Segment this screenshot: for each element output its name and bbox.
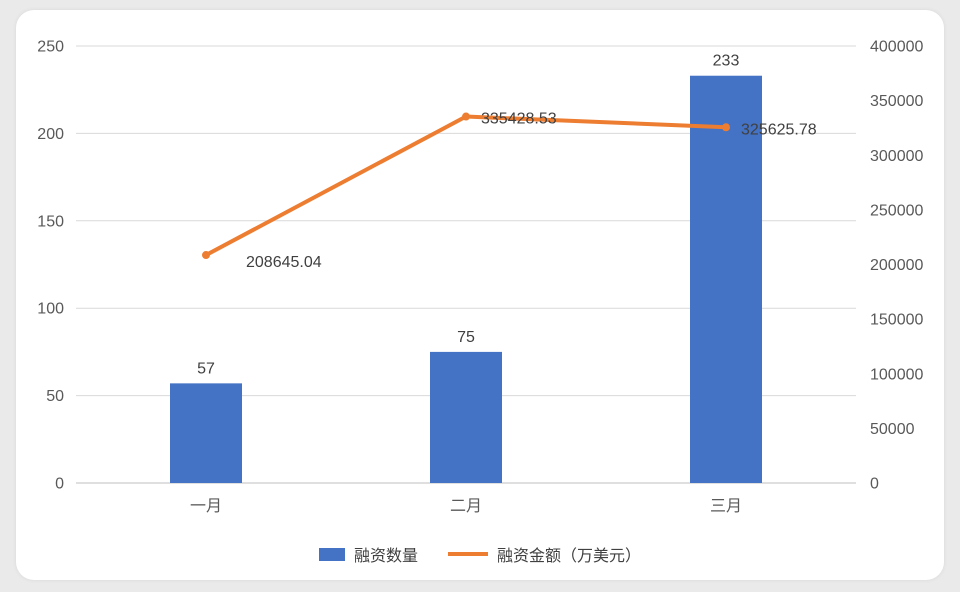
line-point-label: 208645.04 <box>246 254 322 271</box>
line-path <box>204 114 728 258</box>
left-axis-tick-label: 0 <box>55 476 64 493</box>
right-axis-tick-label: 0 <box>870 476 879 493</box>
right-axis-tick-label: 250000 <box>870 202 923 219</box>
chart-legend: 融资数量 融资金额（万美元） <box>16 542 944 566</box>
bar-value-label: 75 <box>457 329 475 346</box>
chart-svg: 0 50 100 150 200 250 0 50000 100000 150000 200000 2… <box>37 39 923 516</box>
legend-line-swatch <box>448 552 488 556</box>
right-axis-tick-label: 150000 <box>870 312 923 329</box>
left-axis-tick-label: 50 <box>46 388 64 405</box>
right-axis-tick-label: 200000 <box>870 257 923 274</box>
right-axis-tick-label: 350000 <box>870 93 923 110</box>
left-axis-tick-label: 100 <box>37 301 64 318</box>
left-axis-tick-label: 200 <box>37 126 64 143</box>
bar-value-label: 57 <box>197 360 215 377</box>
line-point <box>202 251 210 260</box>
right-axis-tick-label: 100000 <box>870 366 923 383</box>
line-point <box>462 112 470 121</box>
legend-label: 融资金额（万美元） <box>497 548 642 565</box>
legend-bar-swatch <box>318 547 345 561</box>
bar-value-label: 233 <box>713 53 740 70</box>
right-axis-tick-label: 50000 <box>870 421 915 438</box>
x-axis-label: 三月 <box>710 498 742 515</box>
bar <box>430 351 502 483</box>
line-point <box>722 123 730 132</box>
bar <box>170 383 242 483</box>
right-axis-tick-label: 300000 <box>870 148 923 165</box>
legend-item-line: 融资金额（万美元） <box>448 542 641 566</box>
right-axis-tick-label: 400000 <box>870 39 923 56</box>
x-axis-label: 二月 <box>450 498 482 515</box>
legend-item-bars: 融资数量 <box>318 542 418 566</box>
legend-label: 融资数量 <box>353 548 418 565</box>
chart-card: 0 50 100 150 200 250 0 50000 100000 150000 200000 2… <box>16 10 944 580</box>
line-point-label: 325625.78 <box>741 121 817 138</box>
x-axis-label: 一月 <box>190 498 222 515</box>
left-axis-tick-label: 150 <box>37 213 64 230</box>
left-axis-tick-label: 250 <box>37 39 64 56</box>
line-point-label: 335428.53 <box>481 111 557 128</box>
bar <box>690 75 762 483</box>
